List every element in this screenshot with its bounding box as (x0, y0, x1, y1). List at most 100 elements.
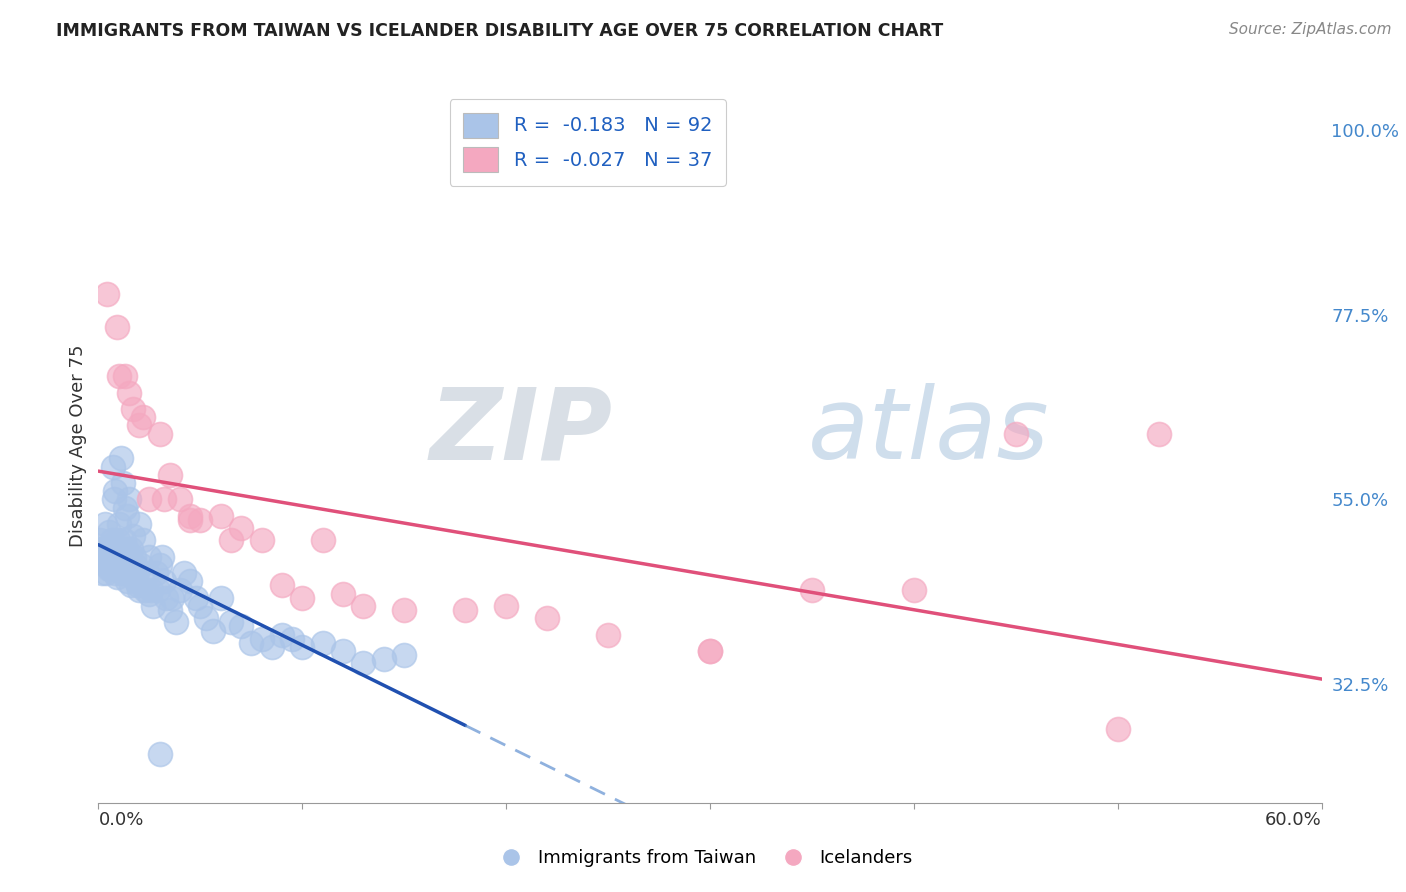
Point (392, 648, 416, 662)
Point (352, 599, 374, 613)
Point (201, 624, 224, 638)
Point (114, 369, 136, 384)
Point (195, 611, 218, 625)
Point (107, 533, 129, 548)
Point (209, 508, 232, 523)
Point (146, 582, 169, 597)
Point (104, 549, 127, 564)
Point (122, 529, 145, 543)
Point (188, 599, 212, 613)
Point (291, 591, 314, 605)
Point (138, 492, 160, 507)
Point (98, 541, 121, 556)
Point (93, 541, 115, 556)
Point (454, 603, 477, 617)
Point (149, 426, 172, 441)
Point (903, 582, 925, 597)
Point (270, 578, 294, 592)
Legend: Immigrants from Taiwan, Icelanders: Immigrants from Taiwan, Icelanders (486, 842, 920, 874)
Point (132, 410, 155, 425)
Point (129, 558, 152, 572)
Point (100, 533, 122, 548)
Point (124, 558, 146, 572)
Point (110, 451, 132, 466)
Point (179, 508, 201, 523)
Point (240, 636, 263, 650)
Point (97, 562, 120, 576)
Point (105, 320, 128, 334)
Point (281, 632, 304, 646)
Point (152, 492, 174, 507)
Point (128, 582, 150, 597)
Point (699, 644, 721, 658)
Point (122, 402, 145, 417)
Point (128, 516, 150, 531)
Point (392, 603, 416, 617)
Point (596, 627, 619, 641)
Point (97, 525, 120, 540)
Point (186, 591, 208, 605)
Point (121, 566, 143, 581)
Point (105, 558, 128, 572)
Point (160, 591, 183, 605)
Point (127, 578, 149, 592)
Point (169, 492, 191, 507)
Point (159, 603, 181, 617)
Point (136, 566, 159, 581)
Text: 0.0%: 0.0% (98, 811, 143, 829)
Text: ZIP: ZIP (429, 384, 612, 480)
Point (104, 566, 127, 581)
Point (128, 418, 150, 433)
Point (114, 500, 136, 515)
Point (1147, 426, 1170, 441)
Point (801, 582, 824, 597)
Point (108, 558, 131, 572)
Point (149, 747, 172, 761)
Point (291, 640, 314, 654)
Point (312, 533, 335, 548)
Point (105, 570, 128, 584)
Point (125, 574, 148, 589)
Point (104, 484, 127, 499)
Point (93, 554, 115, 568)
Point (231, 619, 253, 633)
Point (108, 516, 131, 531)
Point (270, 627, 294, 641)
Text: atlas: atlas (808, 384, 1049, 480)
Text: 60.0%: 60.0% (1265, 811, 1322, 829)
Point (100, 549, 122, 564)
Point (352, 657, 374, 671)
Point (91, 541, 114, 556)
Point (94, 566, 117, 581)
Point (91, 566, 114, 581)
Point (115, 541, 138, 556)
Point (155, 591, 177, 605)
Point (112, 533, 135, 548)
Point (332, 644, 354, 658)
Point (260, 640, 283, 654)
Point (108, 541, 131, 556)
Point (142, 599, 165, 613)
Point (138, 587, 160, 601)
Point (332, 587, 354, 601)
Point (134, 582, 156, 597)
Point (115, 508, 138, 523)
Point (96, 287, 118, 301)
Point (188, 513, 212, 527)
Point (219, 615, 242, 630)
Point (118, 492, 141, 507)
Point (312, 636, 335, 650)
Point (96, 558, 118, 572)
Point (179, 513, 201, 527)
Point (122, 549, 145, 564)
Point (150, 549, 173, 564)
Text: Source: ZipAtlas.com: Source: ZipAtlas.com (1229, 22, 1392, 37)
Point (1004, 426, 1026, 441)
Point (111, 549, 134, 564)
Point (96, 549, 118, 564)
Point (118, 554, 141, 568)
Point (108, 369, 131, 384)
Legend: R =  -0.183   N = 92, R =  -0.027   N = 37: R = -0.183 N = 92, R = -0.027 N = 37 (450, 99, 725, 186)
Point (145, 566, 167, 581)
Point (120, 541, 142, 556)
